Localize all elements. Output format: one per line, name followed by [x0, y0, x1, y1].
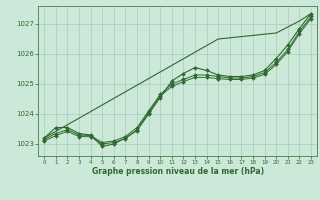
X-axis label: Graphe pression niveau de la mer (hPa): Graphe pression niveau de la mer (hPa)	[92, 167, 264, 176]
